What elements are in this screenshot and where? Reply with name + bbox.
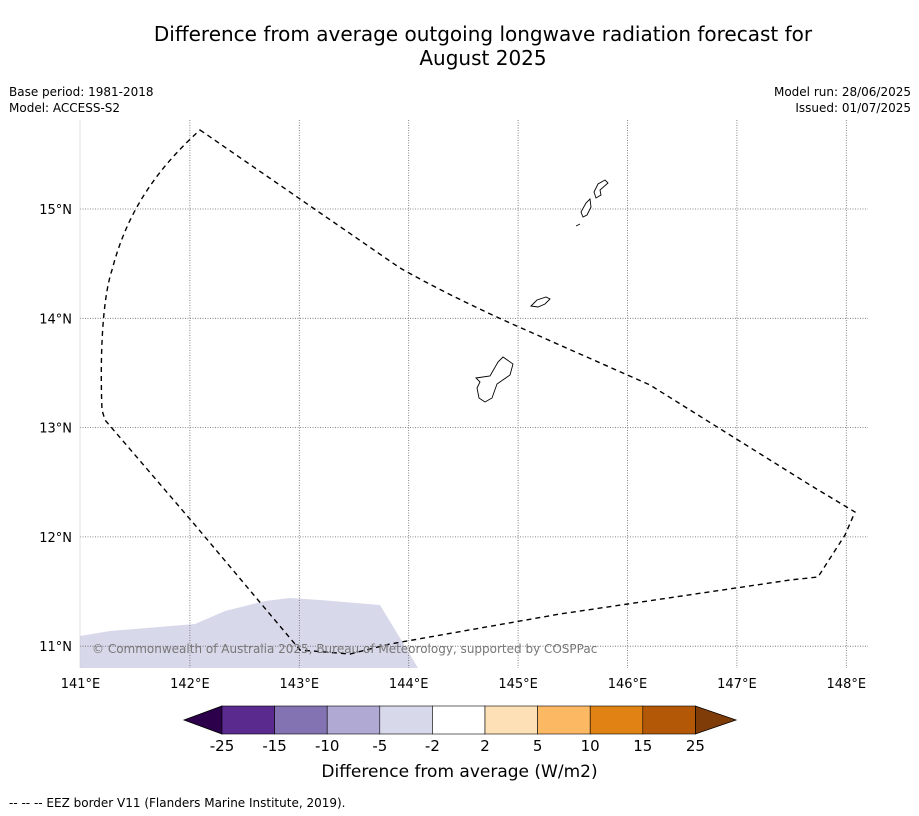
colorbar-segment — [432, 705, 486, 735]
island-rota — [530, 296, 551, 308]
eez-border — [100, 129, 856, 655]
meta-right: Model run: 28/06/2025 Issued: 01/07/2025 — [774, 84, 911, 116]
lat-tick-label: 14°N — [39, 312, 72, 327]
lon-tick-label: 143°E — [280, 677, 320, 692]
lon-tick-label: 148°E — [827, 677, 867, 692]
title-line-1: Difference from average outgoing longwav… — [153, 22, 813, 46]
colorbar-segment — [221, 705, 275, 735]
colorbar-under-arrow — [182, 705, 223, 735]
axis-labels: 141°E 142°E 143°E 144°E 145°E 146°E 147°E 148°E… — [39, 203, 866, 692]
issued-date: Issued: 01/07/2025 — [795, 101, 911, 115]
colorbar-over-arrow — [695, 705, 738, 735]
lon-tick-label: 147°E — [717, 677, 757, 692]
colorbar-tick-label: 10 — [581, 737, 600, 755]
colorbar-segment — [589, 705, 644, 735]
colorbar-tick-label: -5 — [372, 737, 387, 755]
colorbar-label: Difference from average (W/m2) — [321, 762, 598, 782]
island-tinian — [580, 198, 592, 218]
colorbar-segment — [484, 705, 538, 735]
island-aguijan — [575, 223, 581, 227]
lat-tick-label: 11°N — [39, 640, 72, 655]
colorbar-segment — [326, 705, 381, 735]
colorbar-tick-label: -25 — [210, 737, 235, 755]
colorbar-tick-label: -2 — [425, 737, 440, 755]
lat-tick-label: 15°N — [39, 203, 72, 218]
map-title: Difference from average outgoing longwav… — [0, 22, 919, 70]
colorbar-segment — [537, 705, 591, 735]
colorbar-segment — [379, 705, 433, 735]
colorbar-segment — [274, 705, 328, 735]
colorbar-segment — [642, 705, 696, 735]
lon-tick-label: 145°E — [498, 677, 538, 692]
title-line-2: August 2025 — [419, 46, 547, 70]
island-saipan — [593, 179, 609, 199]
lon-tick-label: 142°E — [170, 677, 210, 692]
lon-tick-label: 144°E — [389, 677, 429, 692]
model-run: Model run: 28/06/2025 — [773, 85, 911, 99]
colorbar-tick-label: 25 — [686, 737, 705, 755]
lat-tick-label: 13°N — [39, 422, 72, 437]
model-name: Model: ACCESS-S2 — [9, 101, 121, 115]
map-canvas: © Commonwealth of Australia 2025, Bureau… — [39, 120, 868, 755]
lon-tick-label: 141°E — [61, 677, 101, 692]
colorbar-tick-label: -15 — [262, 737, 287, 755]
lat-tick-label: 12°N — [39, 531, 72, 546]
island-guam — [475, 356, 514, 403]
colorbar-tick-label: 15 — [633, 737, 652, 755]
copyright-text: © Commonwealth of Australia 2025, Bureau… — [92, 642, 597, 656]
colorbar-tick-label: 5 — [533, 737, 543, 755]
colorbar: -25 -15 -10 -5 -2 2 5 10 15 25 — [182, 705, 738, 755]
footer-note: -- -- -- EEZ border V11 (Flanders Marine… — [9, 796, 346, 810]
meta-left: Base period: 1981-2018 Model: ACCESS-S2 — [9, 84, 154, 116]
anomaly-region — [80, 598, 418, 668]
colorbar-tick-label: 2 — [480, 737, 490, 755]
colorbar-tick-label: -10 — [315, 737, 340, 755]
lon-tick-label: 146°E — [608, 677, 648, 692]
graticule — [79, 120, 868, 668]
base-period: Base period: 1981-2018 — [9, 85, 154, 99]
